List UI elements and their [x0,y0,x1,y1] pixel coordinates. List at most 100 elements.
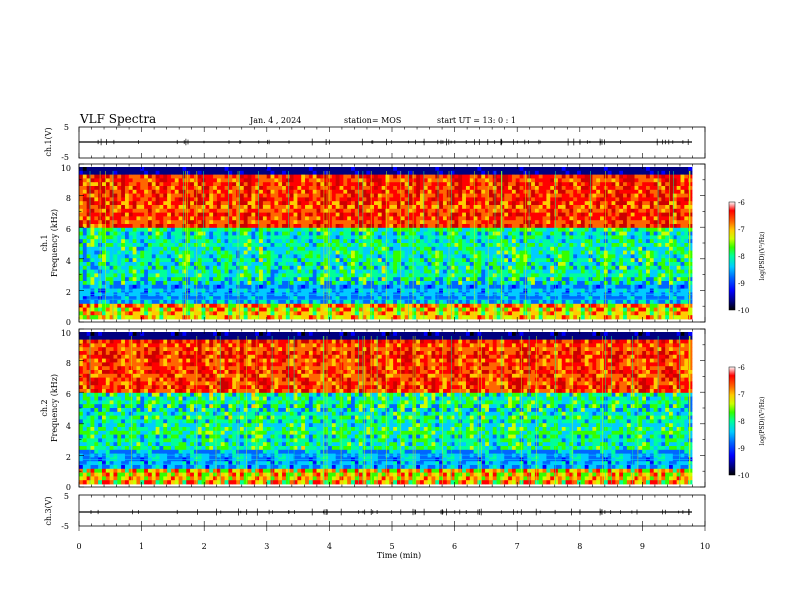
spectrogram-cell [301,231,306,236]
spectrogram-cell [488,243,494,248]
spectrogram-cell [266,220,271,225]
spectrogram-cell [170,250,176,255]
spectrogram-cell [262,315,268,320]
spectrogram-cell [282,243,287,248]
spectrogram-cell [324,239,329,244]
spectrogram-cell [396,262,402,267]
spectrogram-cell [79,205,84,210]
spectrogram-cell [485,269,490,274]
spectrogram-cell [247,220,252,225]
spectrogram-cell [128,216,134,221]
spectrogram-cell [396,269,402,274]
spectrogram-cell [301,189,306,194]
spectrogram-cell [416,246,421,251]
spectrogram-cell [239,239,245,244]
spectrogram-cell [90,239,95,244]
spectrogram-cell [132,296,137,301]
spectrogram-cell [331,258,337,263]
spectrogram-cell [282,250,287,255]
spectrogram-cell [270,205,275,210]
spectrogram-cell [362,235,367,240]
spectrogram-cell [266,212,271,217]
spectrogram-cell [197,220,202,225]
spectrogram-cell [324,235,329,240]
spectrogram-cell [519,186,524,191]
spectrogram-cell [266,178,271,183]
spectrogram-cell [504,303,509,308]
spectrogram-cell [534,189,540,194]
spectrogram-cell [469,186,475,191]
spectrogram-cell [124,167,130,172]
spectrogram-cell [442,250,448,255]
spectrogram-cell [328,178,333,183]
spectrogram-cell [331,224,337,229]
spectrogram-cell [151,262,157,267]
spectrogram-cell [274,315,279,320]
spectrogram-cell [136,258,141,263]
spectrogram-cell [213,265,218,270]
spectrogram-cell [469,201,475,206]
spectrogram-cell [473,231,478,236]
spectrogram-cell [167,265,172,270]
spectrogram-cell [220,189,225,194]
spectrogram-cell [94,216,99,221]
spectrogram-cell [374,296,379,301]
spectrogram-cell [167,182,172,187]
spectrogram-cell [282,284,287,289]
spectrogram-cell [362,239,367,244]
spectrogram-cell [140,296,145,301]
spectrogram-cell [136,197,141,202]
spectrogram-cell [515,300,520,305]
spectrogram-cell [465,303,471,308]
spectrogram-cell [534,167,540,172]
spectrogram-cell [105,186,111,191]
spectrogram-cell [465,174,471,179]
spectrogram-cell [297,315,302,320]
spectrogram-cell [408,277,413,282]
spectrogram-cell [167,288,172,293]
spectrogram-cell [515,277,520,282]
spectrogram-cell [239,273,245,278]
spectrogram-cell [538,178,543,183]
spectrogram-cell [278,277,283,282]
spectrogram-cell [293,307,298,312]
spectrogram-cell [151,258,157,263]
spectrogram-cell [297,239,302,244]
spectrogram-cell [144,170,149,175]
spectrogram-cell [193,178,199,183]
spectrogram-cell [328,197,333,202]
spectrogram-cell [186,216,191,221]
spectrogram-cell [473,182,478,187]
spectrogram-cell [374,174,379,179]
spectrogram-cell [124,288,130,293]
spectrogram-cell [224,269,229,274]
spectrogram-cell [86,208,91,213]
spectrogram-cell [400,220,406,225]
spectrogram-cell [485,170,490,175]
spectrogram-cell [473,311,478,316]
spectrogram-cell [224,254,229,259]
spectrogram-cell [132,269,137,274]
spectrogram-cell [515,303,520,308]
spectrogram-cell [205,216,210,221]
spectrogram-cell [446,167,452,172]
spectrogram-cell [262,288,268,293]
spectrogram-cell [542,311,547,316]
spectrogram-cell [266,307,271,312]
spectrogram-cell [412,296,417,301]
spectrogram-cell [82,262,88,267]
spectrogram-cell [320,220,325,225]
spectrogram-cell [140,167,145,172]
spectrogram-cell [197,262,202,267]
spectrogram-cell [82,167,88,172]
spectrogram-cell [144,239,149,244]
spectrogram-cell [251,201,256,206]
spectrogram-cell [374,288,379,293]
spectrogram-cell [400,235,406,240]
spectrogram-cell [370,254,375,259]
spectrogram-cell [209,243,214,248]
spectrogram-cell [343,189,348,194]
spectrogram-cell [393,189,398,194]
spectrogram-cell [259,300,264,305]
spectrogram-cell [343,205,348,210]
